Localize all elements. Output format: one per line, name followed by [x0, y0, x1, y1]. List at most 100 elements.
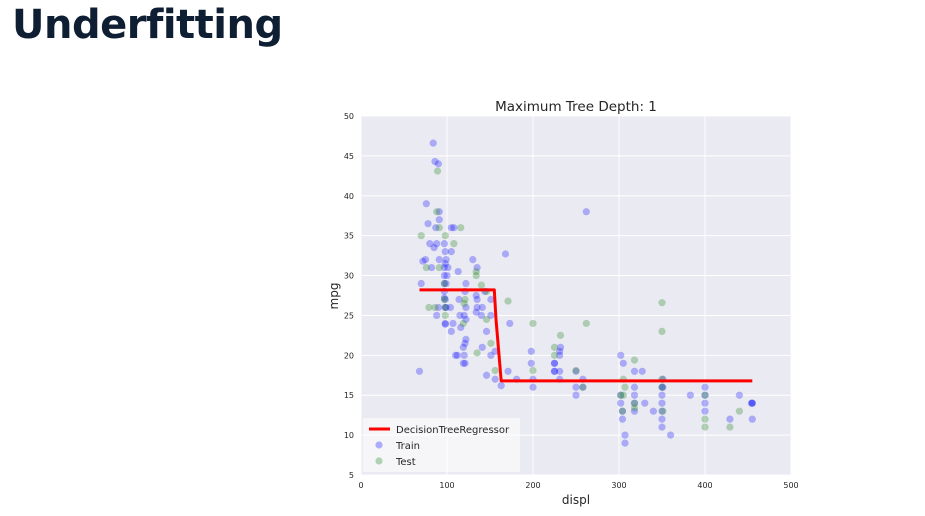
train-point — [658, 407, 666, 415]
train-point — [747, 399, 756, 407]
train-point — [630, 399, 639, 407]
test-point — [529, 366, 537, 375]
train-point — [550, 367, 559, 375]
train-point — [444, 263, 452, 272]
train-point — [477, 311, 485, 320]
train-point — [630, 367, 639, 375]
train-point — [440, 240, 449, 248]
test-point — [529, 319, 537, 328]
test-point — [441, 303, 449, 312]
train-point — [441, 259, 449, 268]
train-point — [452, 351, 460, 359]
test-point — [735, 407, 744, 415]
train-point — [726, 415, 734, 423]
test-point — [435, 263, 443, 272]
train-point — [460, 351, 468, 359]
train-point — [417, 279, 425, 288]
train-point — [701, 407, 709, 415]
train-point — [478, 343, 486, 351]
train-point — [550, 359, 559, 367]
test-point — [658, 327, 666, 335]
train-point — [453, 351, 461, 359]
train-point — [641, 399, 649, 407]
train-point — [572, 391, 580, 399]
train-point — [447, 248, 455, 256]
test-point — [619, 391, 627, 399]
train-point — [630, 391, 639, 399]
train-point — [457, 323, 465, 332]
train-point — [440, 294, 449, 302]
train-point — [435, 216, 443, 224]
y-tick-label: 30 — [344, 272, 354, 281]
test-point — [621, 383, 629, 391]
train-point — [619, 359, 627, 367]
legend-label-train: Train — [395, 441, 420, 452]
test-point — [659, 407, 667, 415]
test-point — [457, 224, 465, 232]
x-tick-label: 100 — [439, 481, 454, 490]
train-point — [449, 319, 457, 328]
test-point — [726, 423, 734, 431]
train-point — [440, 263, 449, 272]
train-point — [667, 431, 675, 439]
train-point — [429, 139, 437, 147]
train-point — [572, 383, 580, 391]
test-point — [473, 349, 481, 357]
train-point — [473, 295, 481, 304]
grid-layer — [360, 115, 792, 476]
test-point — [572, 366, 580, 375]
train-point — [487, 311, 495, 320]
train-point — [701, 391, 709, 399]
train-point — [433, 240, 441, 248]
train-point — [434, 160, 442, 168]
train-point — [442, 303, 450, 312]
train-point — [459, 359, 467, 367]
train-point — [415, 367, 424, 375]
test-point — [435, 224, 443, 232]
legend-label-test: Test — [395, 457, 416, 468]
train-point — [487, 295, 495, 304]
train-point — [433, 311, 441, 320]
test-point — [487, 339, 495, 347]
test-point — [477, 281, 485, 289]
test-point — [450, 240, 458, 248]
train-point — [735, 391, 744, 399]
y-tick-label: 45 — [344, 152, 354, 161]
plot-background — [361, 116, 791, 475]
test-point — [491, 366, 499, 375]
test-point — [459, 319, 467, 328]
x-tick-label: 200 — [525, 481, 540, 490]
train-point — [658, 383, 666, 391]
test-point — [472, 271, 480, 280]
x-tick-label: 400 — [697, 481, 712, 490]
train-point — [424, 220, 432, 228]
train-point — [748, 399, 756, 407]
train-point — [617, 391, 625, 399]
train-point — [432, 224, 440, 232]
train-point — [527, 359, 535, 367]
test-point — [582, 319, 590, 328]
train-point — [504, 367, 512, 375]
train-point — [419, 257, 427, 265]
train-point — [473, 303, 481, 312]
test-point — [440, 295, 449, 304]
test-point — [504, 297, 512, 305]
train-point — [440, 271, 449, 280]
train-point — [435, 208, 443, 216]
y-axis-label: mpg — [327, 283, 341, 310]
train-point — [491, 347, 499, 355]
points-layer — [415, 139, 756, 447]
x-tick-label: 300 — [611, 481, 626, 490]
train-point — [462, 279, 470, 288]
train-point — [617, 399, 625, 407]
train-point — [649, 407, 658, 415]
test-point — [701, 391, 709, 399]
train-point — [441, 248, 449, 256]
legend-label-decisiontree: DecisionTreeRegressor — [396, 425, 510, 436]
train-point — [621, 431, 629, 439]
train-point — [658, 423, 666, 431]
train-point — [582, 208, 590, 216]
axis-layer: 0 100 200 300 400 500 5 10 15 20 25 30 35 40 45 50 — [344, 112, 799, 490]
train-point — [441, 320, 449, 328]
test-point — [431, 303, 439, 312]
